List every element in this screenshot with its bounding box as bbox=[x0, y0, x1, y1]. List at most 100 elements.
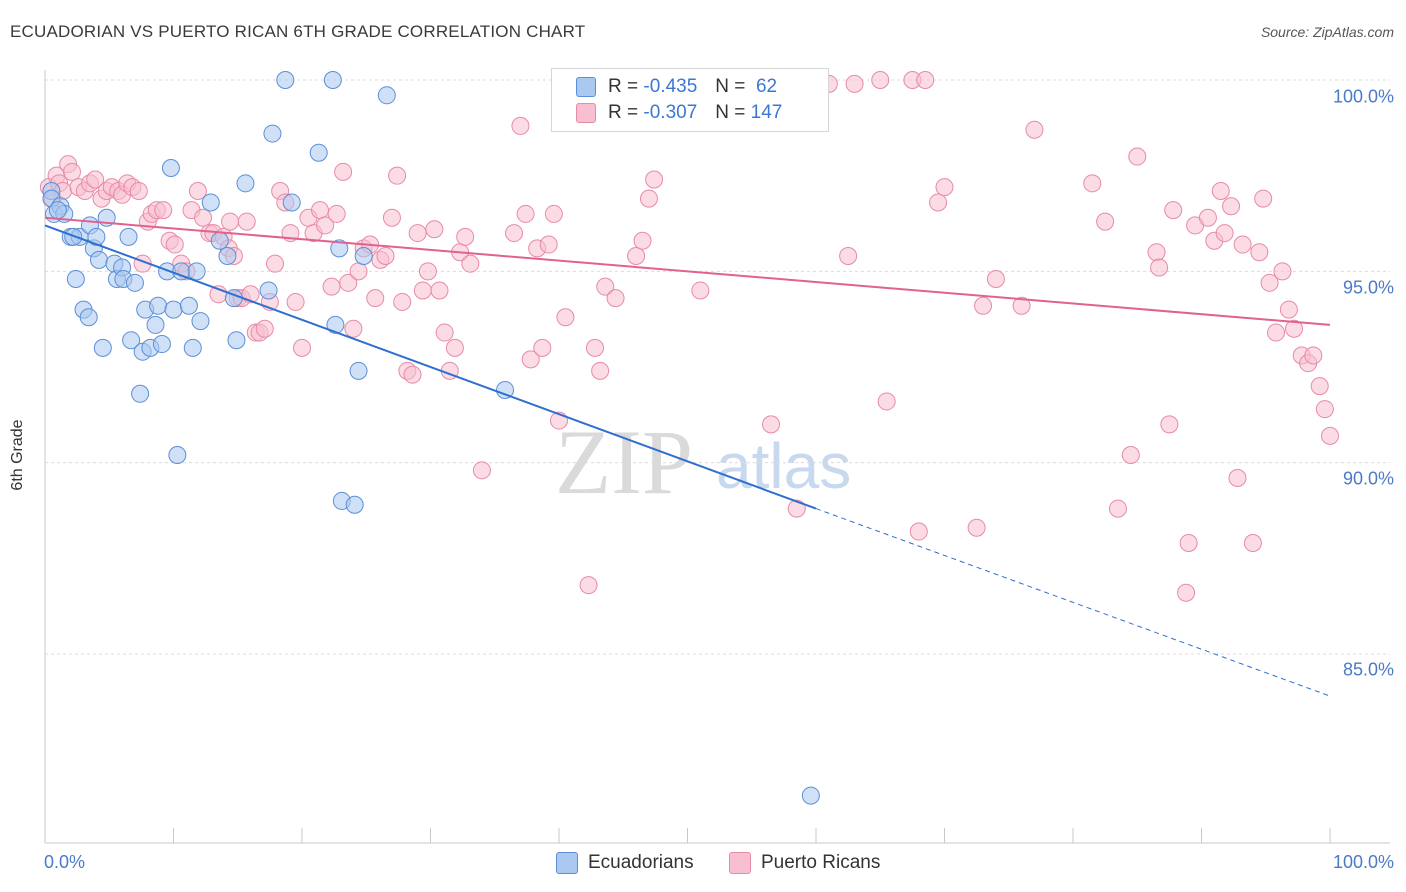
ecuadorian-point bbox=[191, 312, 210, 331]
puerto-rican-point bbox=[762, 415, 781, 434]
puerto-rican-point bbox=[366, 289, 385, 308]
puerto-rican-point bbox=[1179, 534, 1198, 553]
puerto-rican-point bbox=[909, 522, 928, 541]
puerto-rican-point bbox=[344, 319, 363, 338]
puerto-rican-point bbox=[1250, 243, 1269, 262]
puerto-rican-point bbox=[461, 254, 480, 273]
puerto-rican-point bbox=[974, 296, 993, 315]
puerto-rican-point bbox=[929, 193, 948, 212]
puerto-rican-point bbox=[1285, 319, 1304, 338]
puerto-rican-point bbox=[556, 308, 575, 327]
puerto-rican-point bbox=[62, 162, 81, 181]
puerto-rican-point bbox=[237, 212, 256, 231]
puerto-rican-point bbox=[1243, 534, 1262, 553]
puerto-rican-point bbox=[1121, 446, 1140, 465]
puerto-rican-point bbox=[425, 220, 444, 239]
legend-row-ecuadorians: R = -0.435 N = 62 bbox=[576, 75, 777, 99]
puerto-rican-point bbox=[1128, 147, 1147, 166]
ecuadorian-point bbox=[377, 86, 396, 105]
puerto-rican-point bbox=[877, 392, 896, 411]
puerto-rican-point bbox=[154, 201, 173, 220]
puerto-rican-point bbox=[539, 235, 558, 254]
puerto-rican-point bbox=[596, 277, 615, 296]
puerto-rican-point bbox=[1083, 174, 1102, 193]
puerto-rican-point bbox=[86, 170, 105, 189]
ecuadorian-point bbox=[89, 250, 108, 269]
legend-n-label: N = bbox=[715, 76, 746, 97]
puerto-rican-point bbox=[516, 204, 535, 223]
legend-r-value: -0.435 bbox=[643, 76, 698, 97]
ecuadorian-point bbox=[187, 262, 206, 281]
ecuadorian-point bbox=[131, 384, 150, 403]
legend-r-label: R = bbox=[608, 102, 639, 123]
bottom-legend-ecuadorians: Ecuadorians bbox=[556, 852, 694, 874]
puerto-rican-point bbox=[418, 262, 437, 281]
puerto-rican-point bbox=[691, 281, 710, 300]
puerto-rican-point bbox=[511, 116, 530, 135]
puerto-rican-point bbox=[393, 292, 412, 311]
puerto-rican-point bbox=[1160, 415, 1179, 434]
puerto-rican-point bbox=[1310, 377, 1329, 396]
puerto-rican-point bbox=[1315, 400, 1334, 419]
puerto-rican-point bbox=[1273, 262, 1292, 281]
puerto-rican-point bbox=[1279, 300, 1298, 319]
x-tick-label-min: 0.0% bbox=[44, 852, 86, 872]
puerto-rican-point bbox=[639, 189, 658, 208]
puerto-rican-point bbox=[845, 74, 864, 93]
trend-lines bbox=[44, 216, 1331, 697]
ecuadorian-point bbox=[349, 361, 368, 380]
puerto-rican-point bbox=[327, 204, 346, 223]
legend-row-puerto-ricans: R = -0.307 N = 147 bbox=[576, 101, 782, 125]
puerto-rican-point bbox=[585, 338, 604, 357]
puerto-rican-point bbox=[916, 71, 935, 89]
puerto-rican-point bbox=[521, 350, 540, 369]
y-tick-label-85: 85.0% bbox=[1342, 659, 1394, 680]
ecuadorian-point bbox=[282, 193, 301, 212]
puerto-rican-point bbox=[627, 247, 646, 266]
puerto-rican-point bbox=[1321, 426, 1339, 445]
puerto-rican-point bbox=[633, 231, 652, 250]
puerto-rican-point bbox=[472, 461, 491, 480]
ecuadorian-point bbox=[149, 296, 168, 315]
puerto-rican-point bbox=[388, 166, 407, 185]
puerto-rican-point bbox=[1096, 212, 1115, 231]
ecuadorian-trend-extension bbox=[815, 508, 1331, 697]
puerto-rican-point bbox=[1254, 189, 1273, 208]
puerto-rican-point bbox=[376, 247, 395, 266]
ecuadorian-point bbox=[330, 239, 349, 258]
ecuadorian-point bbox=[263, 124, 282, 143]
chart-title: ECUADORIAN VS PUERTO RICAN 6TH GRADE COR… bbox=[10, 22, 586, 41]
puerto-rican-point bbox=[1012, 296, 1031, 315]
bottom-legend-puerto-ricans: Puerto Ricans bbox=[729, 852, 880, 874]
puerto-rican-point bbox=[1025, 120, 1044, 139]
ecuadorian-point bbox=[496, 380, 515, 399]
puerto-rican-point bbox=[533, 338, 552, 357]
puerto-rican-point bbox=[591, 361, 610, 380]
puerto-rican-trend-line bbox=[44, 216, 1331, 326]
puerto-rican-point bbox=[645, 170, 664, 189]
legend-swatch-ecuadorians bbox=[576, 77, 596, 97]
x-tick-label-max: 100.0% bbox=[1332, 852, 1394, 872]
ecuadorian-point bbox=[201, 193, 220, 212]
ecuadorian-point bbox=[236, 174, 255, 193]
puerto-rican-point bbox=[1267, 323, 1286, 342]
puerto-rican-point bbox=[1150, 258, 1169, 277]
y-tick-label-100: 100.0% bbox=[1332, 86, 1394, 107]
ecuadorian-point bbox=[48, 201, 67, 220]
legend-swatch-puerto-ricans bbox=[576, 103, 596, 123]
puerto-rican-point bbox=[435, 323, 454, 342]
puerto-rican-point bbox=[293, 338, 311, 357]
puerto-rican-point bbox=[349, 262, 368, 281]
ecuadorian-point bbox=[122, 331, 141, 350]
puerto-rican-point bbox=[286, 292, 305, 311]
watermark-atlas: atlas bbox=[716, 430, 851, 502]
legend-n-label: N = bbox=[715, 102, 746, 123]
legend-r-label: R = bbox=[608, 76, 639, 97]
puerto-rican-point bbox=[787, 499, 806, 518]
puerto-rican-point bbox=[310, 201, 329, 220]
puerto-rican-point bbox=[1147, 243, 1166, 262]
ecuadorian-point bbox=[164, 300, 183, 319]
ecuadorian-point bbox=[210, 231, 229, 250]
legend-swatch-puerto-ricans bbox=[729, 852, 751, 874]
legend-n-value: 62 bbox=[755, 76, 778, 97]
